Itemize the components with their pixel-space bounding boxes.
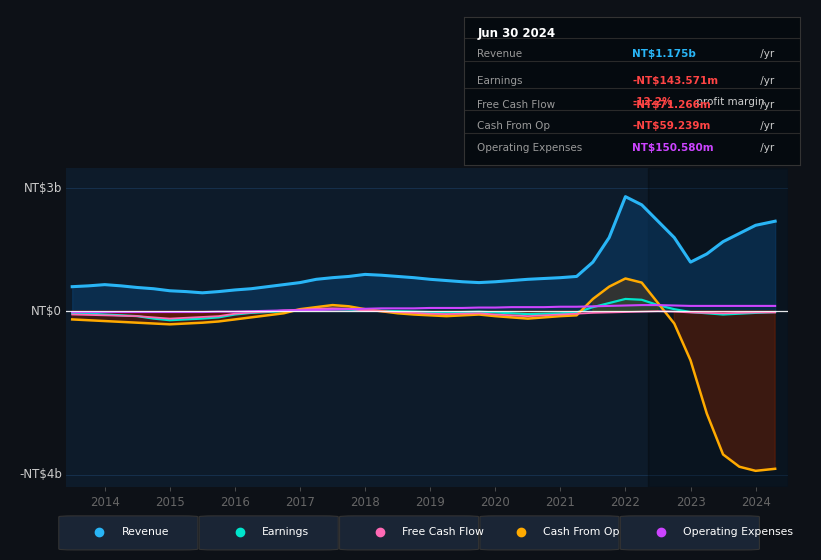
Text: Free Cash Flow: Free Cash Flow	[477, 100, 556, 110]
Text: /yr: /yr	[757, 100, 774, 110]
Text: Earnings: Earnings	[262, 527, 309, 537]
Text: -NT$59.239m: -NT$59.239m	[632, 121, 710, 130]
Text: Revenue: Revenue	[122, 527, 169, 537]
Text: NT$0: NT$0	[31, 305, 62, 318]
Text: Operating Expenses: Operating Expenses	[683, 527, 793, 537]
Text: Earnings: Earnings	[477, 76, 523, 86]
FancyBboxPatch shape	[340, 516, 479, 550]
Text: Operating Expenses: Operating Expenses	[477, 143, 583, 153]
Text: /yr: /yr	[757, 143, 774, 153]
Text: NT$150.580m: NT$150.580m	[632, 143, 713, 153]
Bar	[649, 168, 788, 487]
Text: -NT$143.571m: -NT$143.571m	[632, 76, 718, 86]
Text: Cash From Op: Cash From Op	[477, 121, 550, 130]
Text: NT$1.175b: NT$1.175b	[632, 49, 696, 59]
Text: profit margin: profit margin	[693, 97, 764, 107]
FancyBboxPatch shape	[621, 516, 759, 550]
Text: -12.2%: -12.2%	[632, 97, 672, 107]
Text: -NT$71.266m: -NT$71.266m	[632, 100, 711, 110]
Text: /yr: /yr	[757, 49, 774, 59]
FancyBboxPatch shape	[200, 516, 338, 550]
Text: /yr: /yr	[757, 121, 774, 130]
FancyBboxPatch shape	[59, 516, 198, 550]
FancyBboxPatch shape	[480, 516, 619, 550]
Text: Revenue: Revenue	[477, 49, 522, 59]
Text: Jun 30 2024: Jun 30 2024	[477, 27, 556, 40]
Text: -NT$4b: -NT$4b	[19, 468, 62, 482]
Text: /yr: /yr	[757, 76, 774, 86]
Text: NT$3b: NT$3b	[24, 182, 62, 195]
Text: Free Cash Flow: Free Cash Flow	[402, 527, 484, 537]
Text: Cash From Op: Cash From Op	[543, 527, 619, 537]
